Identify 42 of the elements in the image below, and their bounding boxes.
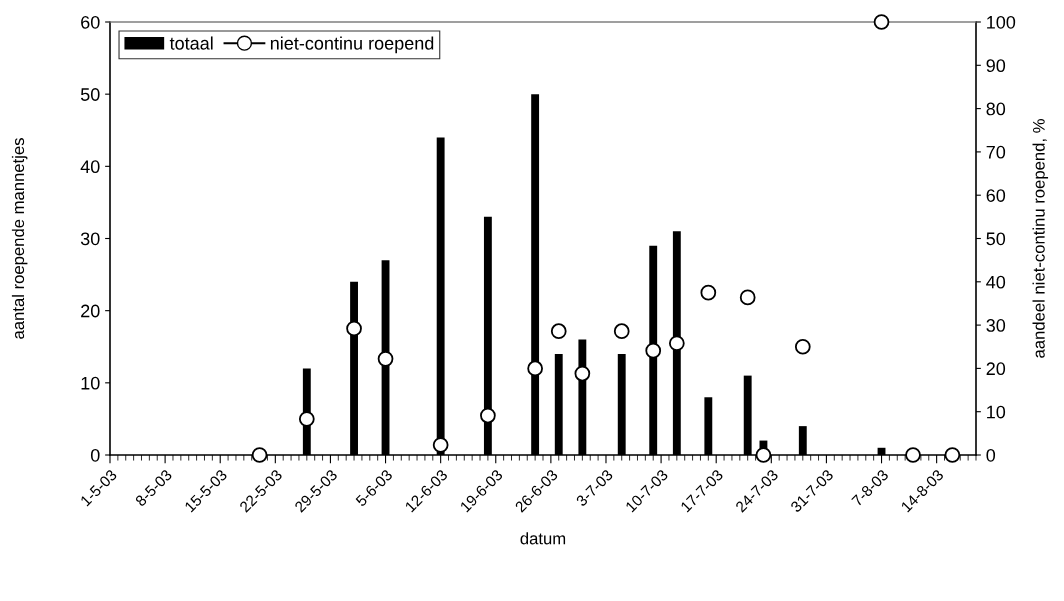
y-tick-label: 0 (90, 448, 100, 462)
y2-tick-label: 10 (987, 405, 1006, 419)
y2-axis-title: aandeel niet-continu roepend, % (1032, 119, 1049, 358)
y-tick-label: 30 (80, 232, 100, 246)
x-axis-title: datum (520, 532, 566, 545)
y2-tick-label: 40 (986, 275, 1006, 289)
point (645, 342, 662, 359)
point (944, 447, 961, 463)
y2-tick-label: 60 (986, 189, 1006, 202)
y2-tick-label: 30 (986, 319, 1006, 332)
point (432, 437, 449, 453)
y2-tick-label: 90 (986, 59, 1006, 73)
y2-tick-label: 20 (986, 362, 1006, 376)
y2-tick-label: 80 (986, 102, 1006, 116)
point (346, 320, 362, 337)
point (574, 365, 591, 382)
point (794, 338, 811, 355)
point (480, 407, 496, 424)
point (298, 411, 315, 427)
point (550, 323, 567, 340)
point (668, 335, 685, 352)
legend-label: totaal (169, 36, 213, 50)
y-tick-label: 40 (80, 160, 100, 174)
point (613, 323, 630, 340)
y2-tick-label: 70 (986, 145, 1006, 159)
point (739, 289, 756, 306)
point (377, 351, 394, 367)
y-tick-label: 20 (81, 304, 100, 318)
point (873, 14, 890, 30)
y2-tick-label: 0 (986, 448, 996, 462)
point (755, 447, 772, 463)
y-tick-label: 10 (81, 376, 100, 390)
point (905, 447, 921, 463)
y-axis-title: aantal roepende mannetjes (11, 138, 28, 339)
y2-tick-label: 50 (986, 232, 1006, 246)
point (251, 447, 268, 463)
point (527, 360, 543, 377)
y2-tick-label: 100 (987, 15, 1016, 29)
point (700, 284, 717, 301)
legend-label: niet-continu roepend (270, 36, 434, 54)
y-tick-label: 50 (80, 88, 100, 101)
y-tick-label: 60 (81, 15, 100, 29)
